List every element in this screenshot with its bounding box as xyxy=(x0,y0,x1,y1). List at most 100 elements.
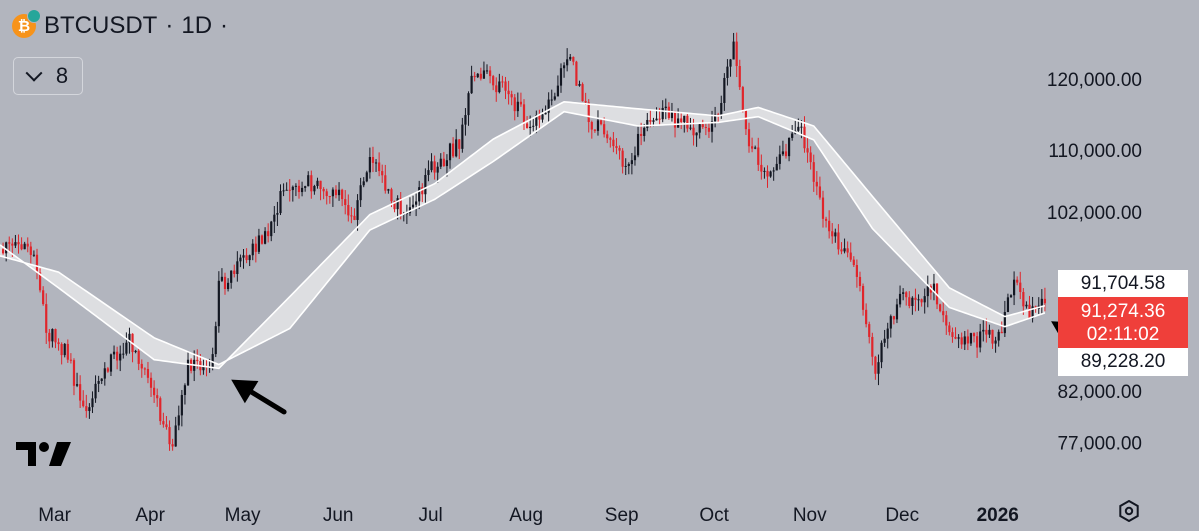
candle xyxy=(855,259,858,288)
candle xyxy=(233,264,236,278)
candle xyxy=(226,278,230,292)
interval-label[interactable]: 1D xyxy=(181,12,213,39)
candle xyxy=(960,332,963,349)
candle xyxy=(75,372,79,388)
candle xyxy=(704,123,707,136)
candle xyxy=(279,184,282,216)
symbol-name[interactable]: BTCUSDT xyxy=(44,12,158,39)
candle xyxy=(566,48,569,72)
candle xyxy=(895,298,899,324)
candle xyxy=(861,283,865,316)
candle xyxy=(596,110,600,136)
candle xyxy=(482,61,486,79)
candle xyxy=(60,342,63,365)
candle xyxy=(368,147,371,179)
candle xyxy=(328,195,331,204)
candle xyxy=(747,122,751,153)
header-separator: · xyxy=(220,12,229,39)
candle xyxy=(171,438,174,451)
candle xyxy=(8,236,11,253)
candle xyxy=(775,156,778,171)
candle xyxy=(501,75,504,88)
price-line-tag-lower[interactable]: 89,228.20 xyxy=(1058,348,1188,376)
candle xyxy=(729,58,732,77)
gear-icon[interactable] xyxy=(1118,500,1140,522)
candle xyxy=(137,347,140,371)
candle xyxy=(686,112,689,133)
candle xyxy=(578,80,581,87)
candle xyxy=(784,143,788,159)
ma-fast-line xyxy=(0,100,1046,370)
candle xyxy=(492,74,495,91)
candle xyxy=(791,124,794,141)
candle xyxy=(334,185,338,199)
candle xyxy=(230,270,233,289)
candle xyxy=(433,155,436,180)
candle xyxy=(183,383,187,405)
candle xyxy=(202,359,205,375)
x-tick-label: Jul xyxy=(418,505,442,526)
candle xyxy=(341,188,344,207)
x-tick-label: Mar xyxy=(38,505,71,526)
chart-header[interactable]: ₿ BTCUSDT · 1D · xyxy=(12,9,229,40)
candle xyxy=(525,116,529,129)
candle xyxy=(923,288,926,314)
candle xyxy=(1028,295,1031,319)
candle xyxy=(988,324,991,338)
candle xyxy=(655,107,658,121)
tradingview-logo xyxy=(16,442,71,466)
candle xyxy=(418,180,421,210)
candle xyxy=(448,142,452,169)
candle xyxy=(809,146,812,170)
candle xyxy=(384,164,387,194)
candle xyxy=(649,109,652,128)
candle xyxy=(787,137,791,162)
candle xyxy=(100,378,103,385)
candle xyxy=(572,56,575,66)
last-price-tag[interactable]: 91,274.36 02:11:02 xyxy=(1058,297,1188,349)
candle xyxy=(82,390,85,408)
candle xyxy=(504,76,507,100)
candle xyxy=(1043,287,1047,312)
candle xyxy=(781,140,785,157)
candle xyxy=(42,286,45,306)
candle xyxy=(569,53,572,61)
candle xyxy=(522,99,526,130)
x-tick-label: Jun xyxy=(323,505,354,526)
candle xyxy=(304,185,307,192)
candle xyxy=(985,318,988,343)
candle xyxy=(889,314,892,338)
candle xyxy=(803,116,806,153)
axes: 120,000.00 110,000.00 102,000.00 82,000.00 7… xyxy=(38,70,1142,526)
indicators-toggle-button[interactable]: 8 xyxy=(13,57,83,95)
candle xyxy=(350,206,353,224)
price-line-tag-upper[interactable]: 91,704.58 xyxy=(1058,270,1188,298)
candle xyxy=(926,275,929,308)
candle xyxy=(871,332,874,366)
candle xyxy=(812,154,815,192)
candle xyxy=(559,63,563,93)
candle xyxy=(109,353,113,377)
candle xyxy=(174,416,177,447)
candle xyxy=(630,152,633,175)
candle xyxy=(1003,300,1006,338)
candle xyxy=(951,327,954,343)
candle xyxy=(217,271,220,333)
candle xyxy=(806,137,809,163)
x-tick-label: Aug xyxy=(509,505,543,526)
candle xyxy=(843,238,846,254)
candle xyxy=(485,64,489,74)
candle xyxy=(544,105,547,115)
candle xyxy=(556,75,560,97)
candle xyxy=(766,165,769,188)
candle xyxy=(1000,321,1003,334)
candle xyxy=(1,242,5,255)
candle xyxy=(976,331,979,358)
candle xyxy=(143,367,146,376)
candle xyxy=(818,176,822,200)
candle xyxy=(51,328,54,348)
y-tick-label: 77,000.00 xyxy=(1057,434,1142,455)
candle xyxy=(772,167,775,181)
candle xyxy=(313,184,316,195)
